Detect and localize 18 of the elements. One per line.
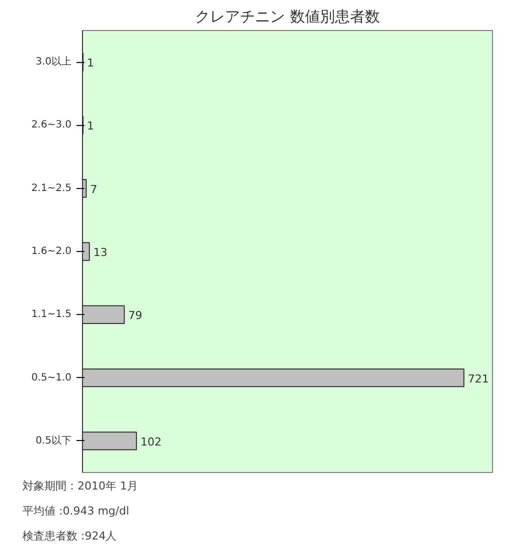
data-label: 13 <box>93 246 108 259</box>
y-tick-label: 2.1~2.5 <box>31 182 72 194</box>
data-label: 721 <box>468 372 489 386</box>
y-tick-label: 0.5~1.0 <box>31 372 72 384</box>
chart-title: クレアチニン 数値別患者数 <box>195 8 380 26</box>
y-tick-label: 2.6~3.0 <box>31 120 72 131</box>
text: 平均値 :0.943 mg/dl <box>22 504 130 518</box>
data-label: 79 <box>128 309 142 322</box>
y-tick-label: 1.6~2.0 <box>31 246 72 257</box>
data-label: 1 <box>87 120 94 133</box>
data-label: 1 <box>87 56 94 70</box>
text: 対象期間：2010年 1月 <box>22 480 138 492</box>
y-tick-label: 3.0以上 <box>36 56 72 68</box>
y-tick-label: 0.5以下 <box>36 434 72 446</box>
data-label: 7 <box>90 182 98 196</box>
text: 検査患者数 :924人 <box>22 530 117 542</box>
y-tick-label: 1.1~1.5 <box>31 309 72 320</box>
data-label: 102 <box>140 435 162 448</box>
